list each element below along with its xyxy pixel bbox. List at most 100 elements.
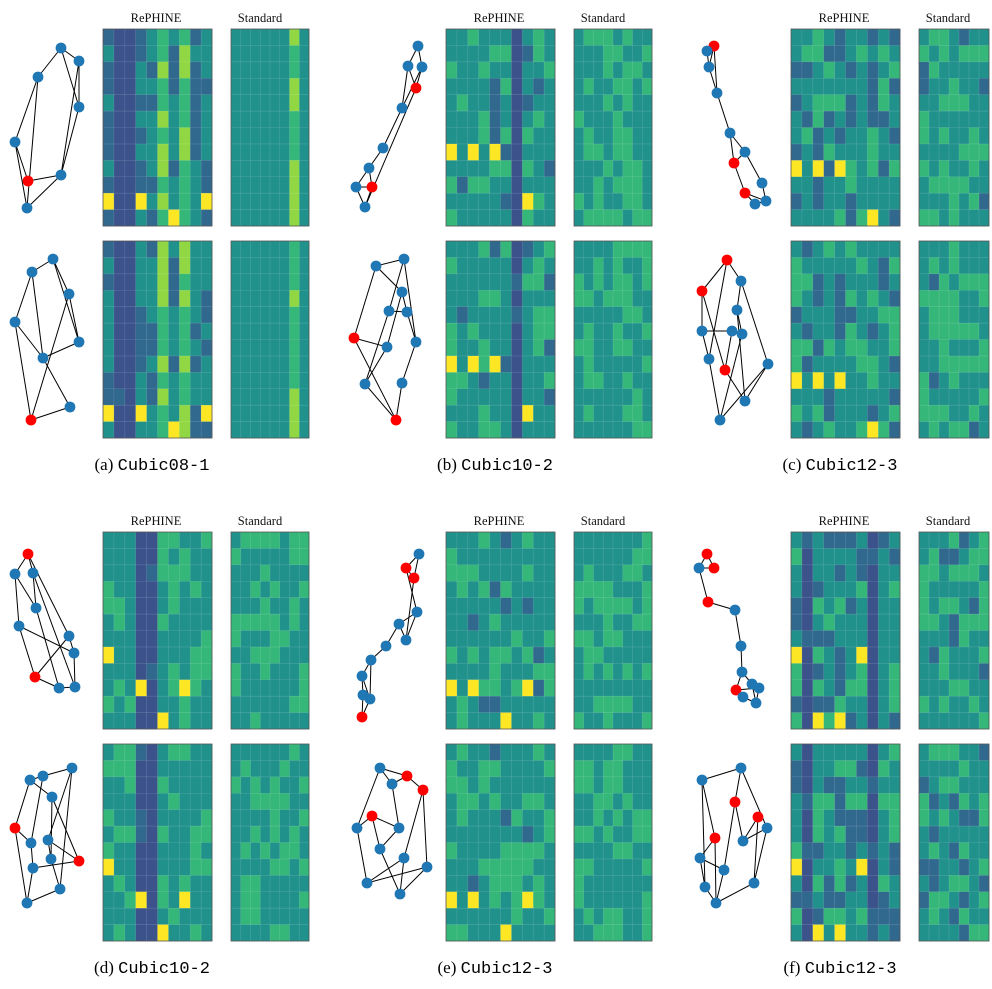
heatmap-cell xyxy=(979,421,990,439)
heatmap-cell xyxy=(574,290,585,307)
heatmap-cell xyxy=(939,78,950,95)
heatmap-cell xyxy=(190,273,202,291)
heatmap-cell xyxy=(867,290,879,307)
heatmap-cell xyxy=(812,614,824,631)
heatmap-cell xyxy=(113,564,126,582)
heatmap-cell xyxy=(632,564,643,582)
rephine-heatmap xyxy=(445,28,556,227)
heatmap-cell xyxy=(632,273,643,291)
heatmap-cell xyxy=(583,127,594,145)
heatmap-cell xyxy=(511,421,523,439)
heatmap-cell xyxy=(878,793,890,810)
heatmap-cell xyxy=(867,712,879,730)
heatmap-cell xyxy=(467,858,479,876)
heatmap-cell xyxy=(583,257,594,275)
heatmap-cell xyxy=(478,532,490,549)
heatmap-cell xyxy=(146,630,158,648)
header-rephine: RePHINE xyxy=(474,11,525,25)
heatmap-cell xyxy=(969,29,980,46)
graph-drawing xyxy=(9,548,81,694)
heatmap-cell xyxy=(146,78,158,95)
heatmap-cell xyxy=(522,193,534,210)
panel-caption: (c) Cubic12-3 xyxy=(783,455,898,476)
heatmap-cell xyxy=(279,290,290,307)
heatmap-cell xyxy=(878,372,890,390)
heatmap-cell xyxy=(113,793,126,810)
heatmap-cell xyxy=(642,776,653,794)
heatmap-cell xyxy=(812,127,824,145)
heatmap-cell xyxy=(622,160,633,178)
graph-edge xyxy=(364,310,390,385)
heatmap-cell xyxy=(622,760,633,778)
heatmap-cell xyxy=(856,111,868,128)
heatmap-cell xyxy=(500,614,512,631)
heatmap-cell xyxy=(478,111,490,128)
heatmap-cell xyxy=(289,679,300,697)
heatmap-cell xyxy=(878,597,890,615)
heatmap-cell xyxy=(544,696,556,713)
heatmap-cell xyxy=(544,597,556,615)
heatmap-cell xyxy=(522,842,534,860)
heatmap-cell xyxy=(593,61,604,79)
heatmap-cell xyxy=(270,875,281,893)
heatmap-cell xyxy=(574,111,585,128)
heatmap-cell xyxy=(959,712,970,730)
heatmap-cell xyxy=(500,776,512,794)
heatmap-cell xyxy=(289,45,300,63)
heatmap-cell xyxy=(949,143,960,161)
heatmap-cell xyxy=(939,842,950,860)
heatmap-cell xyxy=(157,630,169,648)
heatmap-cell xyxy=(603,323,614,340)
heatmap-cell xyxy=(812,744,824,761)
heatmap-cell xyxy=(929,663,940,681)
heatmap-cell xyxy=(168,372,180,390)
heatmap-cell xyxy=(201,630,213,648)
heatmap-cell xyxy=(574,193,585,210)
heatmap-cell xyxy=(240,355,251,373)
heatmap-cell xyxy=(522,826,534,843)
heatmap-cell xyxy=(489,209,501,227)
heatmap-cell xyxy=(889,94,901,112)
heatmap-cell xyxy=(959,679,970,697)
heatmap-cell xyxy=(856,908,868,925)
heatmap-cell xyxy=(801,127,814,145)
heatmap-cell xyxy=(299,306,310,324)
heatmap-cell xyxy=(603,405,614,422)
heatmap-cell xyxy=(511,111,523,128)
heatmap-cell xyxy=(949,405,960,422)
heatmap-cell xyxy=(201,696,213,713)
heatmap-cell xyxy=(919,339,930,357)
heatmap-cell xyxy=(511,61,523,79)
heatmap-cell xyxy=(603,614,614,631)
heatmap-cell xyxy=(845,924,857,942)
heatmap-cell xyxy=(500,532,512,549)
heatmap-cell xyxy=(949,306,960,324)
heatmap-cell xyxy=(939,793,950,810)
heatmap-cell xyxy=(889,891,901,909)
heatmap-cell xyxy=(260,712,271,730)
heatmap-cell xyxy=(135,111,147,128)
caption-tag: (b) xyxy=(437,455,461,474)
heatmap-cell xyxy=(889,176,901,194)
heatmap-cell xyxy=(489,891,501,909)
heatmap-cell xyxy=(613,421,624,439)
heatmap-cell xyxy=(456,564,469,582)
graph-edge xyxy=(14,76,39,143)
heatmap-cell xyxy=(157,548,169,566)
heatmap-cell xyxy=(959,581,970,598)
heatmap-cell xyxy=(929,564,940,582)
heatmap-cell xyxy=(889,273,901,291)
heatmap-cell xyxy=(103,760,115,778)
heatmap-cell xyxy=(929,793,940,810)
heatmap-cell xyxy=(834,564,846,582)
heatmap-cell xyxy=(299,388,310,406)
heatmap-cell xyxy=(574,421,585,439)
heatmap-cell xyxy=(467,776,479,794)
heatmap-cell xyxy=(622,257,633,275)
heatmap-cell xyxy=(878,127,890,145)
heatmap-cell xyxy=(103,127,115,145)
heatmap-cell xyxy=(279,744,290,761)
heatmap-cell xyxy=(593,564,604,582)
graph-node xyxy=(736,328,748,340)
